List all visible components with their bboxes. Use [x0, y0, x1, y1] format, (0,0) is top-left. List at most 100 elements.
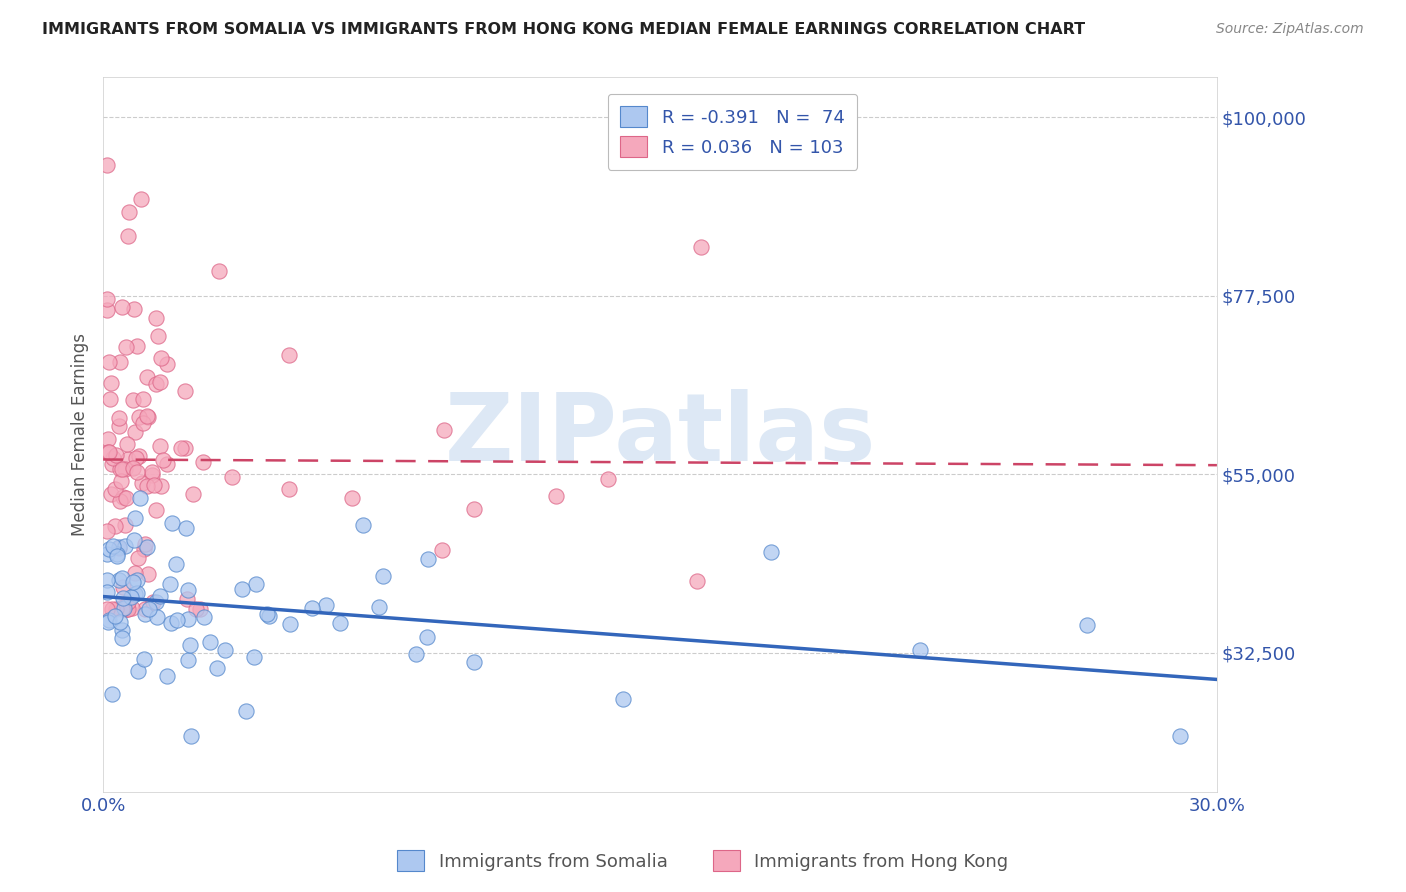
- Legend: Immigrants from Somalia, Immigrants from Hong Kong: Immigrants from Somalia, Immigrants from…: [391, 843, 1015, 879]
- Point: [117, 451, 139, 466]
- Point: [120, 591, 142, 605]
- Point: [150, 351, 173, 365]
- Text: IMMIGRANTS FROM SOMALIA VS IMMIGRANTS FROM HONG KONG MEDIAN FEMALE EARNINGS CORR: IMMIGRANTS FROM SOMALIA VS IMMIGRANTS FR…: [42, 22, 1085, 37]
- Text: ZIPatlas: ZIPatlas: [444, 389, 876, 481]
- Point: [111, 623, 134, 637]
- Point: [121, 461, 143, 475]
- Point: [107, 419, 129, 434]
- Point: [235, 704, 257, 718]
- Text: Source: ZipAtlas.com: Source: ZipAtlas.com: [1216, 22, 1364, 37]
- Point: [174, 441, 197, 455]
- Point: [152, 452, 174, 467]
- Point: [111, 301, 134, 315]
- Point: [256, 607, 278, 621]
- Point: [128, 491, 150, 505]
- Point: [114, 602, 136, 616]
- Point: [134, 542, 156, 557]
- Point: [174, 384, 197, 398]
- Point: [117, 602, 139, 616]
- Point: [221, 470, 243, 484]
- Point: [371, 569, 394, 583]
- Point: [176, 583, 198, 598]
- Point: [405, 648, 427, 662]
- Point: [690, 240, 713, 254]
- Point: [104, 482, 127, 496]
- Point: [315, 598, 337, 612]
- Point: [368, 599, 391, 614]
- Point: [181, 486, 204, 500]
- Point: [108, 573, 131, 587]
- Point: [149, 375, 172, 389]
- Point: [136, 567, 159, 582]
- Point: [134, 607, 156, 622]
- Point: [329, 616, 352, 631]
- Point: [110, 474, 132, 488]
- Point: [761, 545, 783, 559]
- Legend: R = -0.391   N =  74, R = 0.036   N = 103: R = -0.391 N = 74, R = 0.036 N = 103: [607, 94, 858, 169]
- Point: [544, 489, 567, 503]
- Point: [129, 192, 152, 206]
- Point: [166, 613, 188, 627]
- Point: [176, 521, 198, 535]
- Point: [149, 589, 172, 603]
- Point: [110, 494, 132, 508]
- Point: [125, 586, 148, 600]
- Point: [176, 592, 198, 607]
- Point: [96, 292, 118, 306]
- Point: [214, 643, 236, 657]
- Point: [146, 610, 169, 624]
- Point: [156, 357, 179, 371]
- Point: [105, 549, 128, 563]
- Point: [132, 416, 155, 430]
- Point: [110, 615, 132, 630]
- Point: [145, 595, 167, 609]
- Point: [108, 540, 131, 554]
- Point: [135, 409, 157, 423]
- Point: [104, 609, 127, 624]
- Point: [277, 349, 299, 363]
- Point: [100, 487, 122, 501]
- Point: [149, 439, 172, 453]
- Point: [101, 539, 124, 553]
- Point: [115, 437, 138, 451]
- Point: [108, 355, 131, 369]
- Point: [136, 410, 159, 425]
- Point: [128, 410, 150, 425]
- Point: [179, 638, 201, 652]
- Point: [433, 423, 456, 437]
- Point: [596, 472, 619, 486]
- Point: [340, 491, 363, 506]
- Point: [114, 491, 136, 505]
- Point: [96, 524, 118, 538]
- Point: [686, 574, 709, 589]
- Point: [131, 475, 153, 490]
- Point: [96, 615, 118, 629]
- Point: [242, 649, 264, 664]
- Point: [134, 602, 156, 616]
- Point: [128, 449, 150, 463]
- Point: [100, 687, 122, 701]
- Point: [96, 302, 118, 317]
- Point: [145, 377, 167, 392]
- Point: [111, 491, 134, 505]
- Point: [160, 616, 183, 631]
- Point: [100, 392, 122, 406]
- Point: [160, 516, 183, 531]
- Point: [96, 585, 118, 599]
- Point: [127, 664, 149, 678]
- Point: [105, 547, 128, 561]
- Point: [125, 573, 148, 587]
- Point: [114, 340, 136, 354]
- Point: [112, 601, 135, 615]
- Point: [97, 445, 120, 459]
- Point: [353, 518, 375, 533]
- Point: [165, 557, 187, 571]
- Point: [122, 533, 145, 547]
- Point: [177, 653, 200, 667]
- Point: [257, 608, 280, 623]
- Point: [96, 573, 118, 587]
- Point: [115, 602, 138, 616]
- Point: [159, 576, 181, 591]
- Point: [463, 501, 485, 516]
- Point: [301, 600, 323, 615]
